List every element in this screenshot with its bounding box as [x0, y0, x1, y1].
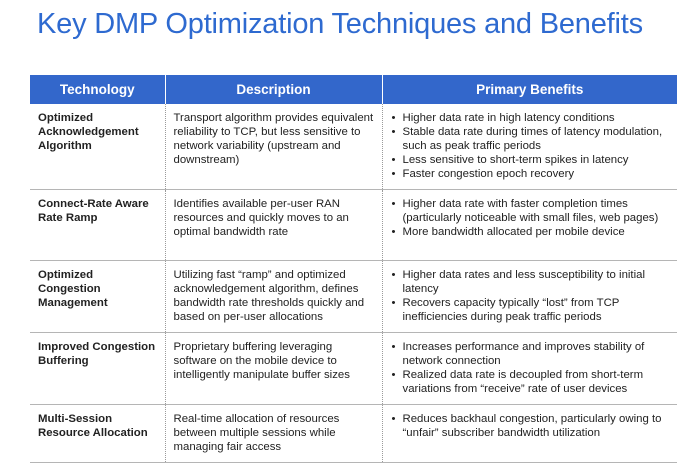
column-header-primary-benefits: Primary Benefits	[381, 75, 677, 104]
page-title: Key DMP Optimization Techniques and Bene…	[37, 8, 643, 40]
benefits-list: Increases performance and improves stabi…	[391, 340, 670, 396]
benefits-list: Higher data rate with faster completion …	[391, 197, 670, 239]
technology-cell: Optimized Acknowledgement Algorithm	[30, 104, 165, 190]
benefit-item: Less sensitive to short-term spikes in l…	[391, 153, 670, 167]
description-cell: Identifies available per-user RAN resour…	[164, 189, 382, 261]
benefits-cell: Higher data rates and less susceptibilit…	[381, 260, 677, 333]
benefits-list: Reduces backhaul congestion, particularl…	[391, 412, 670, 440]
table-row: Improved Congestion Buffering Proprietar…	[30, 332, 677, 405]
benefits-cell: Higher data rate with faster completion …	[381, 189, 677, 261]
column-header-technology: Technology	[30, 75, 165, 104]
benefit-item: More bandwidth allocated per mobile devi…	[391, 225, 670, 239]
description-cell: Real-time allocation of resources betwee…	[164, 404, 382, 463]
table-row: Connect-Rate Aware Rate Ramp Identifies …	[30, 189, 677, 261]
table-row: Multi-Session Resource Allocation Real-t…	[30, 404, 677, 463]
benefit-item: Higher data rate in high latency conditi…	[391, 111, 670, 125]
benefits-list: Higher data rates and less susceptibilit…	[391, 268, 670, 324]
benefit-item: Stable data rate during times of latency…	[391, 125, 670, 153]
table-row: Optimized Acknowledgement Algorithm Tran…	[30, 104, 677, 190]
technology-cell: Optimized Congestion Management	[30, 260, 165, 333]
benefit-item: Recovers capacity typically “lost” from …	[391, 296, 670, 324]
techniques-table: Technology Description Primary Benefits …	[30, 75, 677, 463]
description-cell: Utilizing fast “ramp” and optimized ackn…	[164, 260, 382, 333]
benefit-item: Increases performance and improves stabi…	[391, 340, 670, 368]
description-cell: Transport algorithm provides equivalent …	[164, 104, 382, 190]
technology-cell: Multi-Session Resource Allocation	[30, 404, 165, 463]
column-header-description: Description	[164, 75, 382, 104]
benefits-cell: Reduces backhaul congestion, particularl…	[381, 404, 677, 463]
description-cell: Proprietary buffering leveraging softwar…	[164, 332, 382, 405]
technology-cell: Connect-Rate Aware Rate Ramp	[30, 189, 165, 261]
benefits-cell: Increases performance and improves stabi…	[381, 332, 677, 405]
table-row: Optimized Congestion Management Utilizin…	[30, 260, 677, 333]
benefit-item: Higher data rates and less susceptibilit…	[391, 268, 670, 296]
benefit-item: Higher data rate with faster completion …	[391, 197, 670, 225]
benefits-list: Higher data rate in high latency conditi…	[391, 111, 670, 181]
benefit-item: Realized data rate is decoupled from sho…	[391, 368, 670, 396]
benefit-item: Reduces backhaul congestion, particularl…	[391, 412, 670, 440]
benefit-item: Faster congestion epoch recovery	[391, 167, 670, 181]
benefits-cell: Higher data rate in high latency conditi…	[381, 104, 677, 190]
technology-cell: Improved Congestion Buffering	[30, 332, 165, 405]
table-header-row: Technology Description Primary Benefits	[30, 75, 677, 104]
